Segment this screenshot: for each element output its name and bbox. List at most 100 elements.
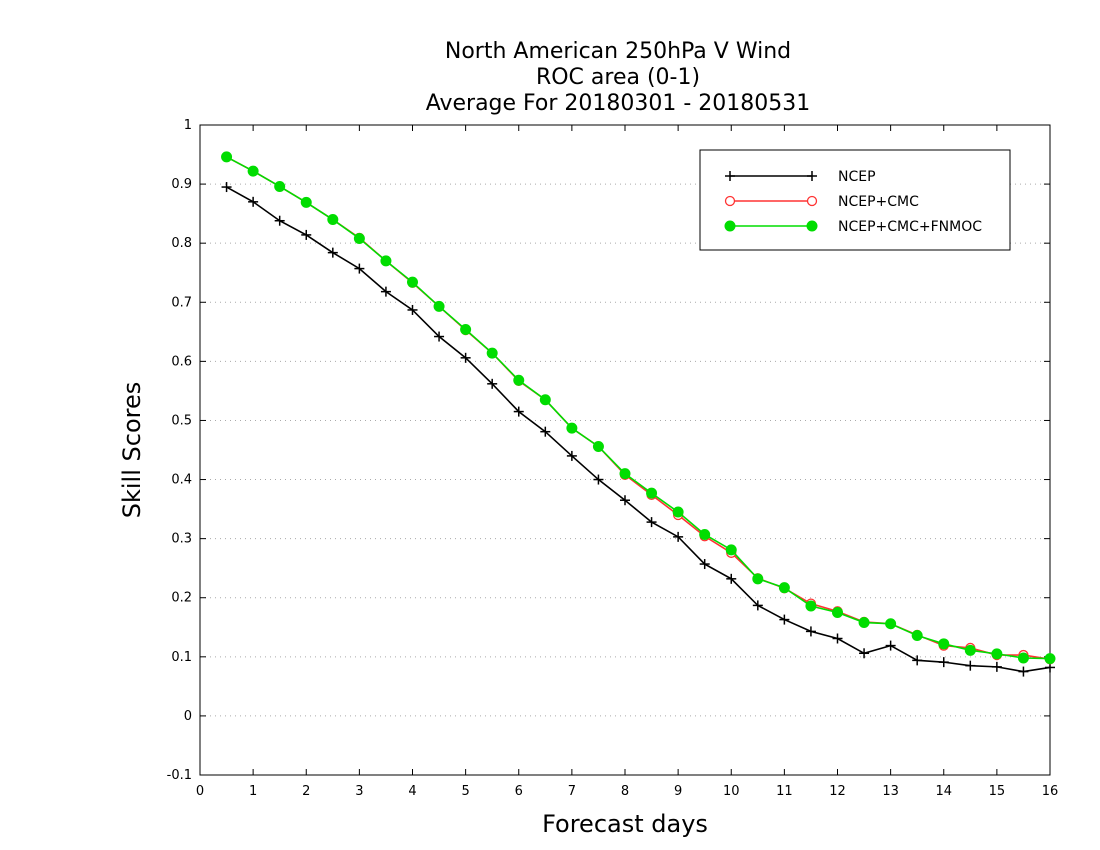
y-tick-label: 0.2 [171,591,192,606]
data-point [221,182,232,193]
data-point [646,517,657,528]
data-point [964,644,976,656]
chart-title-line-2: ROC area (0-1) [536,65,700,90]
chart-title: North American 250hPa V Wind ROC area (0… [426,39,811,116]
data-point [327,247,338,258]
legend-box [699,149,1011,251]
y-tick-label: 0.4 [171,473,192,488]
series-ncep [221,182,1055,677]
data-point [327,214,339,226]
data-point [513,406,524,417]
chart-title-line-1: North American 250hPa V Wind [445,39,791,64]
legend: NCEP NCEP+CMC NCEP+CMC+FNMOC [699,149,1011,251]
legend-label: NCEP+CMC+FNMOC [838,219,982,235]
x-tick-label: 8 [621,784,629,799]
x-tick-label: 0 [196,784,204,799]
data-point [858,617,870,629]
x-tick-label: 9 [674,784,682,799]
legend-label: NCEP [838,169,876,185]
data-point [434,331,445,342]
y-axis: -0.1 0 0.1 0.2 0.3 0.4 0.5 0.6 0.7 0.8 0.9 1 [167,118,1050,783]
data-point [752,600,763,611]
data-point [539,394,551,406]
x-tick-label: 10 [723,784,740,799]
data-point [433,300,445,312]
data-point [673,531,684,542]
x-tick-label: 12 [829,784,846,799]
data-point [807,171,817,181]
x-tick-label: 11 [776,784,793,799]
data-point [619,468,631,480]
x-tick-label: 2 [302,784,310,799]
legend-entry: NCEP [725,169,876,185]
y-tick-label: 0.7 [171,295,192,310]
data-point [725,171,735,181]
data-point [300,196,312,208]
data-point [460,352,471,363]
data-point [301,229,312,240]
data-point [407,276,418,288]
series-ncep-cmc-fnmoc [221,151,1056,665]
y-axis-label: Skill Scores [118,382,146,519]
data-point [726,573,737,584]
x-tick-label: 5 [461,784,469,799]
data-point [885,640,896,651]
data-point [540,426,551,437]
data-point [832,633,843,644]
data-point [354,263,365,274]
data-point [805,600,817,612]
legend-entry: NCEP+CMC [724,194,919,210]
data-point [806,195,818,207]
data-point [672,506,684,518]
data-point [460,323,472,335]
x-tick-label: 15 [989,784,1006,799]
data-point [592,440,604,452]
chart-title-line-3: Average For 20180301 - 20180531 [426,91,811,116]
y-tick-label: 0.6 [171,354,192,369]
data-point [274,180,286,192]
data-point [806,220,818,232]
data-point [513,374,525,386]
legend-label: NCEP+CMC [838,194,919,210]
data-point [274,215,285,226]
data-point [991,661,1002,672]
y-tick-label: 0 [184,709,192,724]
data-point [885,618,897,630]
data-point [938,638,950,650]
y-tick-label: -0.1 [167,768,192,783]
x-tick-label: 7 [568,784,576,799]
y-tick-label: 0.9 [171,177,192,192]
data-point [620,495,630,506]
data-point [1017,652,1029,664]
x-axis: 0 1 2 3 4 5 6 7 8 9 10 11 12 13 14 15 16 [196,125,1058,799]
data-point [248,196,259,207]
x-tick-label: 3 [355,784,363,799]
x-tick-label: 14 [935,784,952,799]
data-point [380,286,391,297]
legend-entry: NCEP+CMC+FNMOC [724,219,982,235]
x-tick-label: 1 [249,784,257,799]
y-tick-label: 0.3 [171,532,192,547]
data-point [1018,666,1029,677]
data-point [724,220,736,232]
series-layer [221,151,1056,677]
data-point [1044,653,1056,665]
data-point [779,614,790,625]
data-point [247,165,259,177]
data-point [752,573,764,585]
y-tick-label: 0.8 [171,236,192,251]
data-point [725,544,737,556]
data-point [593,474,604,485]
data-point [724,195,736,207]
data-point [566,450,577,461]
data-point [486,347,498,359]
data-point [407,304,418,315]
y-tick-label: 0.5 [171,413,192,428]
data-point [965,660,976,671]
x-tick-label: 6 [515,784,523,799]
data-point [991,648,1003,660]
data-point [832,607,843,618]
data-point [911,630,923,642]
x-tick-label: 16 [1042,784,1059,799]
